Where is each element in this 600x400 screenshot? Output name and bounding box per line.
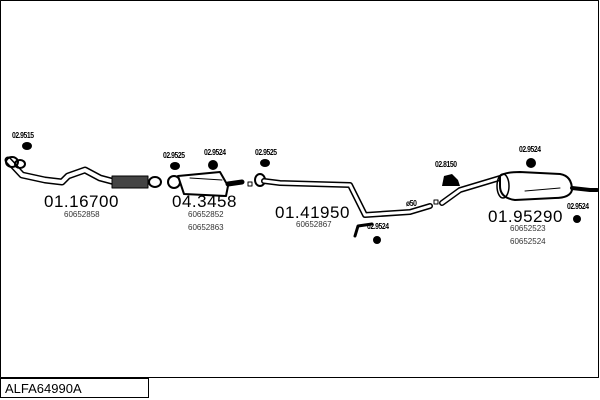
diagram-code-box: ALFA64990A xyxy=(0,378,149,398)
pipe-diameter-note: ø50 xyxy=(406,199,417,208)
rubber-mount-icon xyxy=(526,158,536,168)
oem-number: 60652524 xyxy=(510,237,546,246)
rubber-mount-icon xyxy=(573,215,581,223)
accessory-label: 02.9525 xyxy=(255,148,277,157)
accessory-label: 02.9524 xyxy=(567,202,589,211)
hanger-icon xyxy=(442,174,460,186)
catalytic-converter xyxy=(167,171,253,197)
part-number: 01.16700 xyxy=(44,192,119,211)
rear-silencer xyxy=(439,171,599,206)
accessory-label: 02.9524 xyxy=(204,148,226,157)
middle-pipe xyxy=(254,173,439,238)
oem-number: 60652867 xyxy=(296,220,332,229)
accessory-label: 02.9525 xyxy=(163,151,185,160)
oem-number: 60652858 xyxy=(64,210,100,219)
part-number: 04.3458 xyxy=(172,192,237,211)
oem-number: 60652852 xyxy=(188,210,224,219)
rubber-mount-icon xyxy=(208,160,218,170)
front-pipe xyxy=(4,156,162,189)
accessory-label: 02.9524 xyxy=(367,222,389,231)
part-number: 01.41950 xyxy=(275,203,350,222)
rubber-mount-icon xyxy=(373,236,381,244)
accessory-label: 02.9524 xyxy=(519,145,541,154)
part-number: 01.95290 xyxy=(488,207,563,226)
oem-number: 60652523 xyxy=(510,224,546,233)
ring-icon xyxy=(170,162,180,170)
ring-icon xyxy=(22,142,32,150)
oem-number: 60652863 xyxy=(188,223,224,232)
accessory-icons xyxy=(22,142,581,244)
accessory-label: 02.9515 xyxy=(12,131,34,140)
accessory-label: 02.8150 xyxy=(435,160,457,169)
ring-icon xyxy=(260,159,270,167)
